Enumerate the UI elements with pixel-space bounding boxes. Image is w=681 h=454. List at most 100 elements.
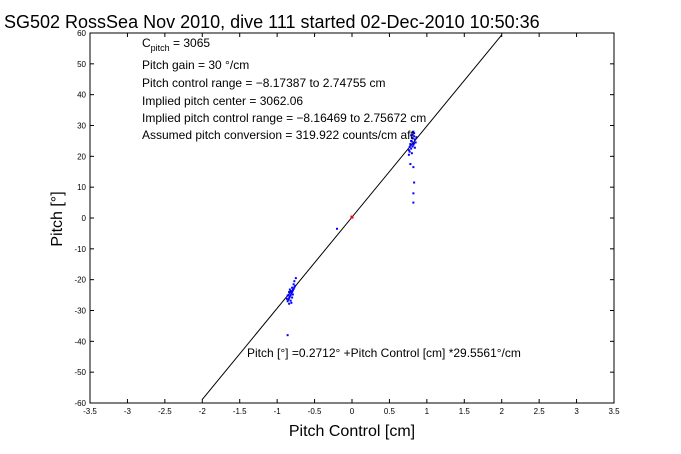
chart-title: SG502 RossSea Nov 2010, dive 111 started…	[4, 12, 540, 32]
y-tick-label: 30	[77, 122, 86, 131]
y-axis-title: Pitch [°]	[49, 191, 66, 246]
data-point	[291, 289, 294, 292]
x-tick-label: 2	[499, 407, 504, 416]
data-point	[289, 290, 292, 293]
data-point	[289, 299, 292, 302]
data-point	[407, 153, 410, 156]
data-point	[291, 291, 294, 293]
data-point	[294, 284, 297, 287]
data-point	[415, 136, 418, 139]
x-tick-label: 1.5	[459, 407, 471, 416]
x-tick-label: 1	[425, 407, 430, 416]
y-tick-label: -40	[74, 337, 86, 346]
x-tick-label: 2.5	[534, 407, 546, 416]
annotation-c-pitch: Cpitch = 3065	[142, 36, 210, 53]
y-tick-label: 20	[77, 152, 86, 161]
x-tick-label: -1.5	[233, 407, 247, 416]
data-point	[293, 280, 296, 283]
data-point	[288, 297, 291, 300]
data-point	[291, 296, 294, 299]
data-point	[292, 283, 295, 286]
x-tick-label: 0	[350, 407, 355, 416]
data-point	[413, 132, 416, 135]
annotation-assumed-pitch-conversion: Assumed pitch conversion = 319.922 count…	[142, 128, 414, 142]
data-point	[412, 143, 415, 146]
data-point	[413, 135, 416, 138]
center-point	[350, 215, 354, 219]
data-point	[412, 201, 415, 204]
data-point	[411, 137, 414, 140]
annotation-implied-pitch-control-range: Implied pitch control range = −8.16469 t…	[142, 111, 426, 125]
x-tick-label: -0.5	[308, 407, 322, 416]
annotation-fit-equation: Pitch [°] =0.2712° +Pitch Control [cm] *…	[247, 346, 521, 360]
data-point	[288, 302, 291, 305]
y-tick-label: -20	[74, 276, 86, 285]
y-tick-label: 60	[77, 29, 86, 38]
data-point	[294, 277, 297, 280]
data-point	[410, 147, 413, 150]
x-tick-label: -3.5	[83, 407, 97, 416]
data-point	[285, 297, 288, 300]
annotation-c-pitch-value: = 3065	[170, 36, 211, 50]
x-axis-title: Pitch Control [cm]	[289, 423, 415, 440]
data-point	[409, 143, 412, 145]
data-point	[289, 294, 292, 297]
y-tick-label: -30	[74, 307, 86, 316]
data-point	[414, 141, 417, 144]
y-tick-label: -10	[74, 245, 86, 254]
data-point	[288, 288, 291, 291]
annotations: Cpitch = 3065 Pitch gain = 30 °/cm Pitch…	[142, 36, 521, 360]
y-axis-ticks: -60 -50 -40 -30 -20 -10 0 10 20 30 40 50 60	[74, 29, 614, 408]
annotation-c-pitch-sub: pitch	[151, 43, 170, 53]
data-point	[408, 150, 411, 153]
x-tick-label: 0.5	[384, 407, 396, 416]
data-point	[408, 146, 411, 149]
data-point	[413, 138, 416, 141]
y-tick-label: 50	[77, 60, 86, 69]
y-tick-label: 0	[82, 214, 87, 223]
data-point	[410, 140, 413, 143]
annotation-pitch-gain: Pitch gain = 30 °/cm	[142, 58, 249, 72]
data-points	[285, 130, 418, 337]
data-point	[286, 300, 289, 303]
data-point	[287, 298, 290, 301]
y-tick-label: -60	[74, 399, 86, 408]
data-point	[409, 144, 412, 147]
data-point	[410, 134, 413, 137]
data-point	[290, 301, 293, 304]
data-point	[290, 292, 293, 295]
data-point	[407, 149, 410, 152]
data-point	[293, 286, 296, 289]
data-point	[286, 294, 289, 297]
annotation-c-pitch-main: C	[142, 36, 151, 50]
y-tick-label: 10	[77, 183, 86, 192]
data-point	[413, 181, 416, 184]
plot-frame	[89, 32, 615, 404]
data-point	[410, 152, 413, 155]
data-point	[336, 227, 339, 230]
x-tick-label: -2	[199, 407, 207, 416]
data-point	[412, 130, 415, 133]
x-tick-label: 3.5	[608, 407, 620, 416]
data-point	[288, 291, 291, 293]
data-point	[286, 334, 289, 337]
data-point	[413, 142, 416, 145]
data-point	[413, 146, 416, 149]
data-point	[288, 295, 291, 298]
y-tick-label: -50	[74, 368, 86, 377]
data-point	[411, 133, 414, 136]
data-point	[411, 145, 414, 148]
annotation-implied-pitch-center: Implied pitch center = 3062.06	[142, 94, 303, 108]
x-tick-label: -1	[274, 407, 282, 416]
x-tick-label: -3	[124, 407, 132, 416]
x-tick-label: 3	[574, 407, 579, 416]
data-point	[412, 192, 415, 195]
annotation-pitch-control-range: Pitch control range = −8.17387 to 2.7475…	[142, 76, 386, 90]
y-tick-label: 40	[77, 91, 86, 100]
data-point	[291, 293, 294, 296]
x-axis-ticks: -3.5 -3 -2.5 -2 -1.5 -1 -0.5 0 0.5 1 1.5 2 2.5 3 3.5	[83, 33, 620, 416]
data-point	[292, 287, 295, 290]
x-tick-label: -2.5	[158, 407, 172, 416]
data-point	[409, 163, 412, 166]
